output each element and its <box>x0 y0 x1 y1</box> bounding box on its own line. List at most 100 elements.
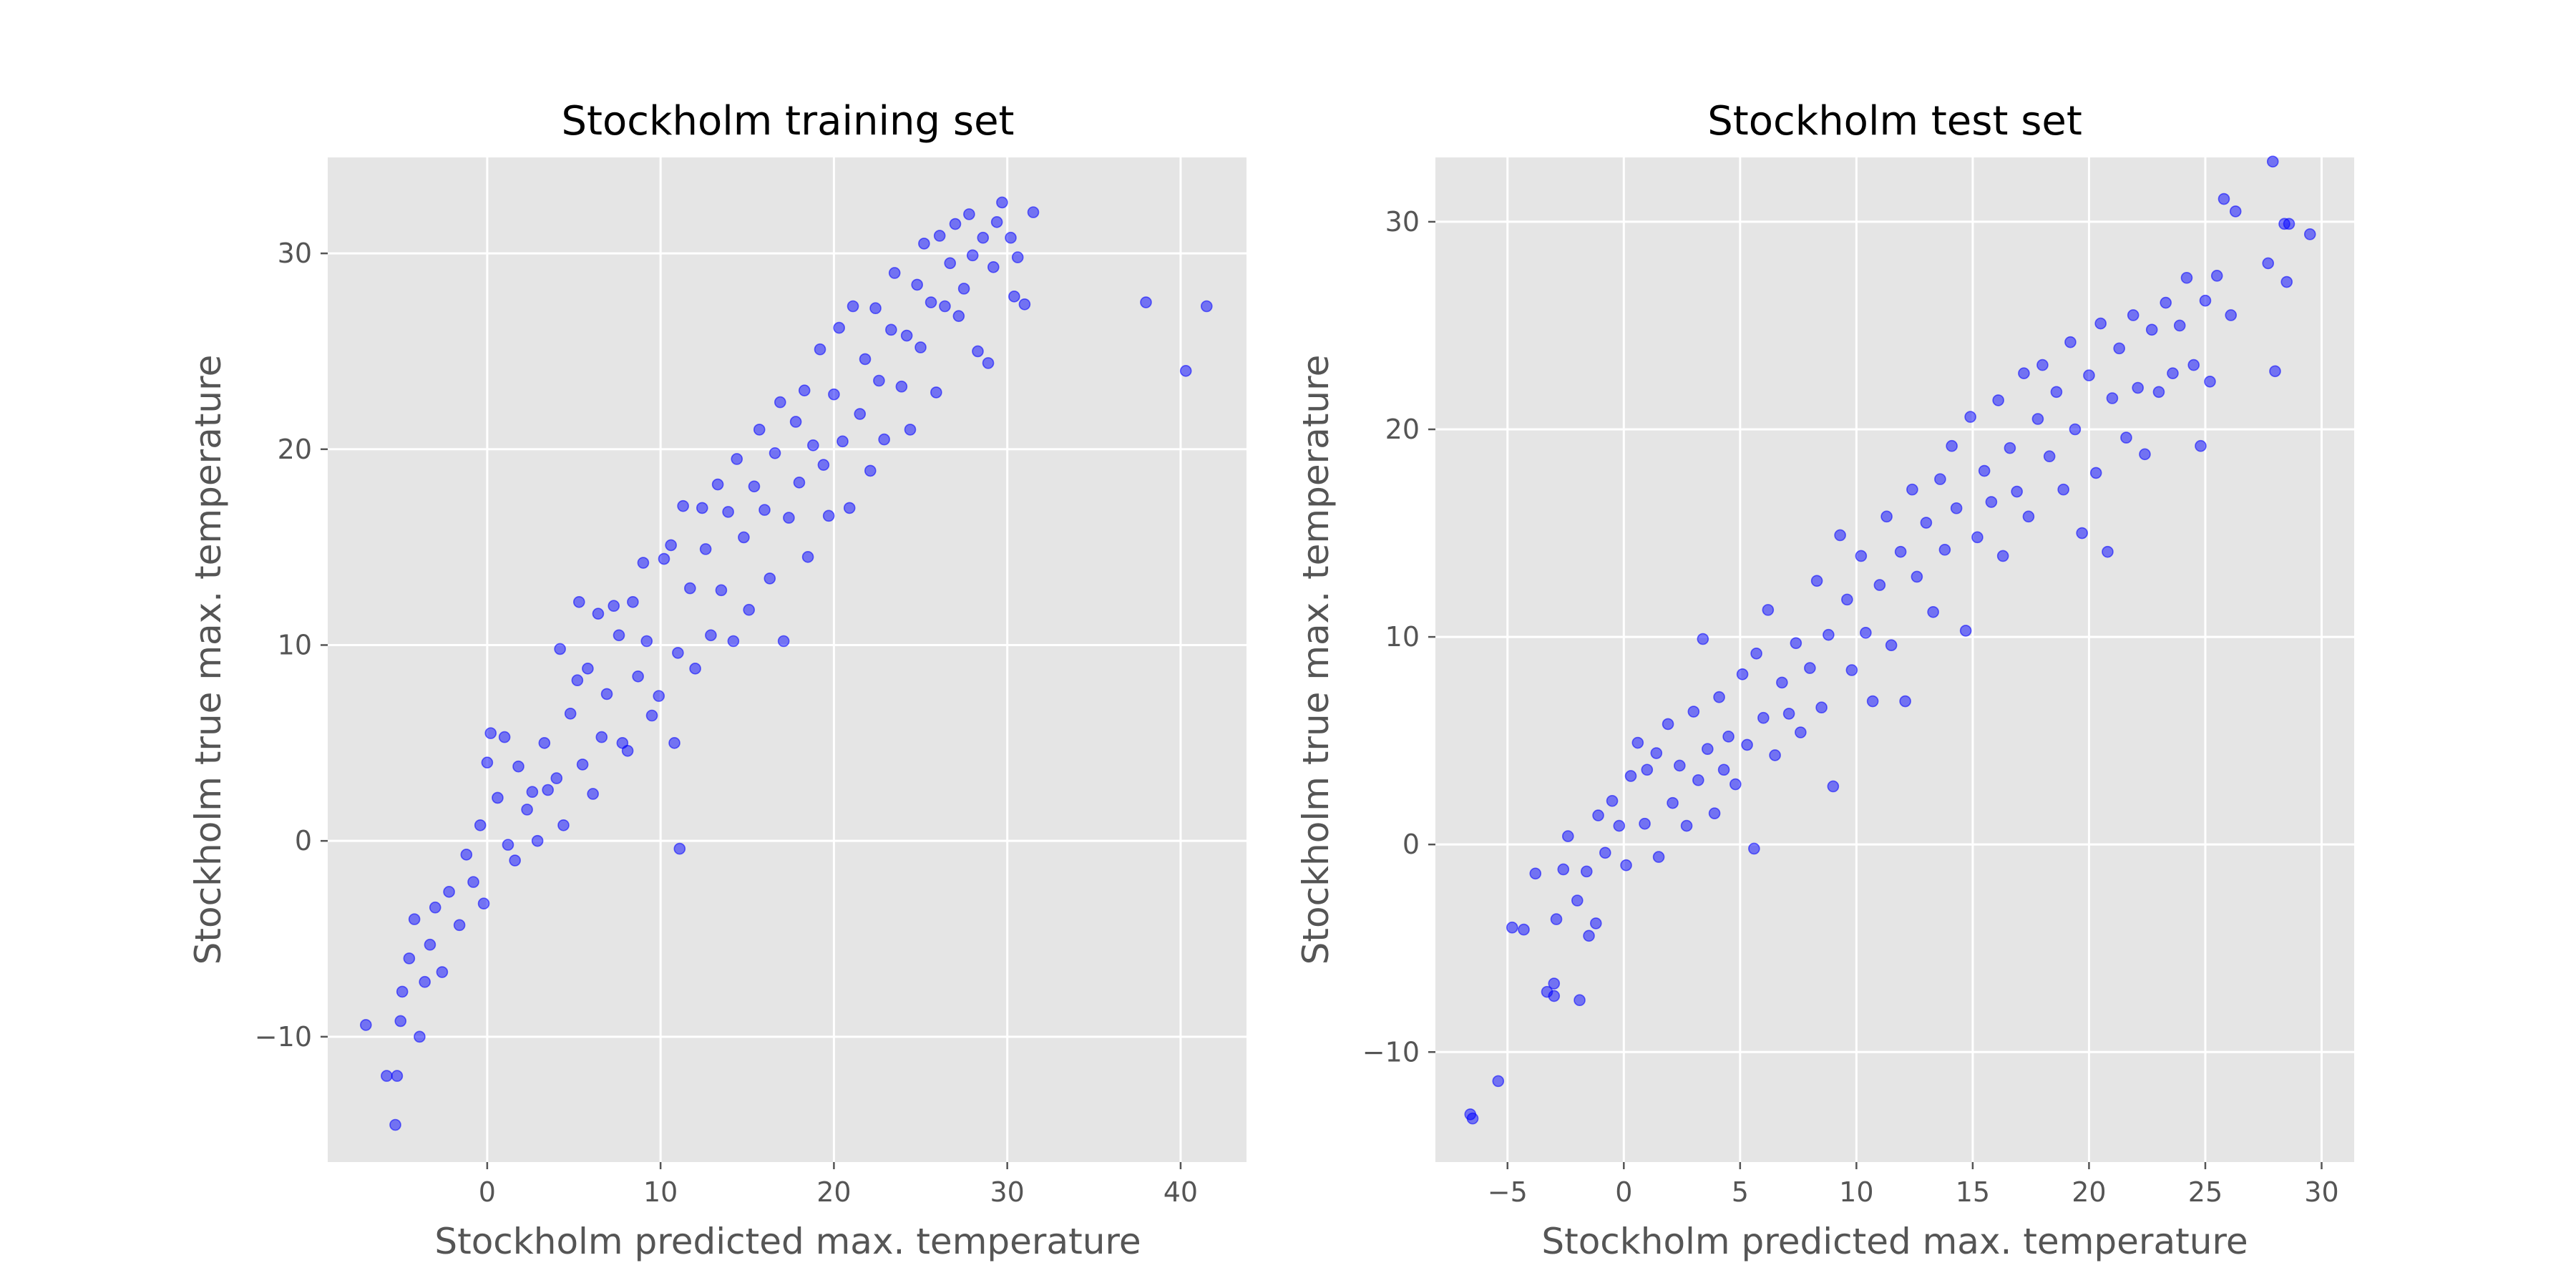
train-data-point <box>403 952 416 965</box>
test-data-point <box>1934 473 1946 485</box>
test-data-point <box>1697 633 1709 645</box>
train-data-point <box>987 260 1000 273</box>
test-data-point <box>1804 662 1816 674</box>
test-plot-area <box>1435 157 2354 1162</box>
test-data-point <box>1996 550 2009 562</box>
train-data-point <box>1011 251 1024 263</box>
test-data-point <box>1641 763 1654 776</box>
test-data-point <box>1574 994 1586 1007</box>
test-ytick-label: 30 <box>1385 206 1420 238</box>
train-data-point <box>793 477 806 489</box>
train-data-point <box>789 416 802 428</box>
test-data-point <box>1985 496 1998 508</box>
train-ytick-label: 10 <box>278 629 312 660</box>
train-data-point <box>1018 298 1031 311</box>
test-data-point <box>2204 375 2216 388</box>
train-data-point <box>389 1118 401 1131</box>
test-data-point <box>2199 294 2212 307</box>
train-data-point <box>949 218 962 230</box>
test-data-point <box>1978 464 1991 477</box>
train-data-point <box>753 424 766 436</box>
train-data-point <box>677 499 689 512</box>
train-data-point <box>359 1019 372 1031</box>
train-data-point <box>572 595 585 608</box>
train-data-point <box>711 478 724 491</box>
train-data-point <box>582 663 594 675</box>
test-data-point <box>1529 867 1542 880</box>
train-data-point <box>477 897 490 910</box>
train-data-point <box>653 690 665 702</box>
train-data-point <box>608 600 620 613</box>
test-data-point <box>1557 863 1570 876</box>
train-data-point <box>498 731 511 743</box>
train-data-point <box>460 849 473 861</box>
train-data-point <box>966 249 979 262</box>
train-data-point <box>957 283 970 295</box>
train-data-point <box>414 1030 426 1043</box>
train-data-point <box>467 876 479 888</box>
train-data-point <box>557 819 570 831</box>
train-data-point <box>481 756 494 769</box>
train-data-point <box>502 839 514 851</box>
test-data-point <box>1946 439 1958 452</box>
train-data-point <box>538 737 551 749</box>
train-data-point <box>817 459 830 471</box>
test-data-point <box>2004 441 2016 454</box>
test-data-point <box>2113 342 2125 355</box>
test-data-point <box>1860 626 1872 639</box>
test-data-point <box>1561 830 1574 842</box>
train-data-point <box>864 464 877 477</box>
train-data-point <box>878 433 890 446</box>
test-xtick-label: 15 <box>1956 1176 1990 1208</box>
train-data-point <box>933 230 946 242</box>
test-data-point <box>1834 529 1846 542</box>
train-data-point <box>869 302 882 315</box>
test-ytick-label: 10 <box>1385 621 1420 653</box>
test-data-point <box>2011 485 2023 498</box>
test-data-point <box>2225 309 2238 321</box>
train-data-point <box>763 572 776 585</box>
train-data-point <box>408 913 421 925</box>
train-data-point <box>637 557 650 569</box>
test-data-point <box>1750 647 1762 660</box>
train-data-point <box>743 603 756 616</box>
train-data-point <box>492 791 504 804</box>
train-data-point <box>828 388 840 401</box>
train-data-point <box>424 938 436 951</box>
train-data-point <box>939 300 951 313</box>
test-data-point <box>1580 865 1593 878</box>
test-data-point <box>2160 296 2172 309</box>
test-data-point <box>2022 510 2035 523</box>
test-data-point <box>2280 275 2293 288</box>
train-data-point <box>484 727 497 739</box>
train-data-point <box>801 551 814 563</box>
test-data-point <box>2120 431 2132 444</box>
train-data-point <box>914 341 927 353</box>
test-data-point <box>1757 711 1770 724</box>
test-data-point <box>2266 155 2279 168</box>
train-data-point <box>587 788 599 800</box>
train-xtick-label: 30 <box>990 1176 1024 1208</box>
train-data-point <box>600 688 613 701</box>
train-data-point <box>526 786 539 799</box>
train-data-point <box>696 502 708 514</box>
test-data-point <box>2127 309 2140 321</box>
test-xtick-label: −5 <box>1488 1176 1528 1208</box>
train-data-point <box>436 966 449 978</box>
test-data-point <box>2218 192 2230 205</box>
train-data-point <box>982 357 995 369</box>
test-data-point <box>1631 736 1644 749</box>
test-data-point <box>2106 392 2119 404</box>
test-data-point <box>1880 510 1893 523</box>
test-data-point <box>2064 336 2077 348</box>
train-data-point <box>873 374 885 387</box>
test-data-point <box>1620 859 1632 872</box>
test-data-point <box>1938 543 1951 556</box>
test-data-point <box>1708 807 1721 819</box>
train-data-point <box>512 760 525 773</box>
test-data-point <box>2303 228 2316 240</box>
test-data-point <box>1592 809 1604 821</box>
train-points <box>359 196 1213 1131</box>
train-data-point <box>904 424 917 436</box>
